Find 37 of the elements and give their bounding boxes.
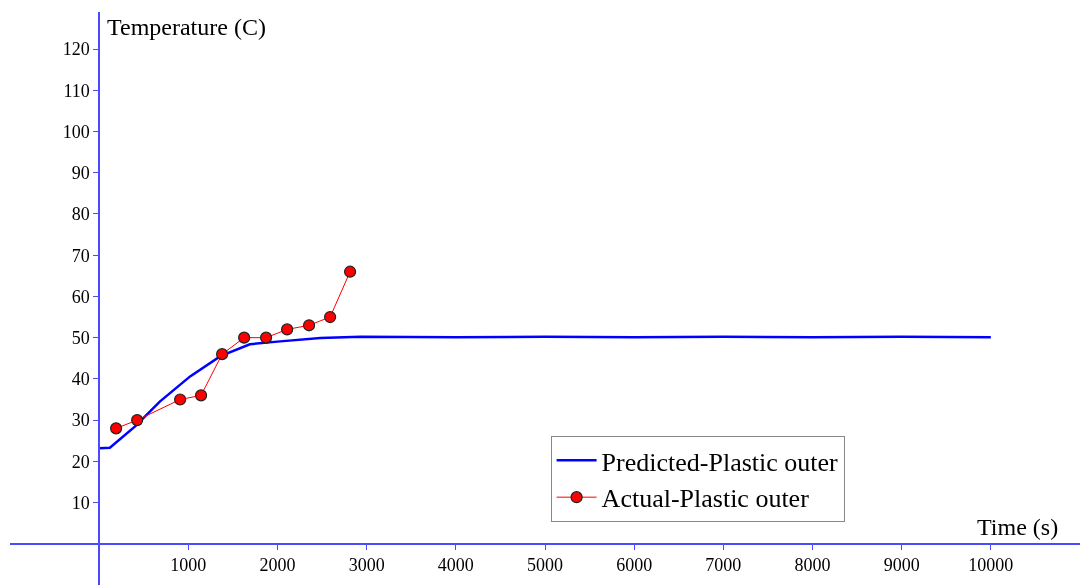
y-tick-label: 90 (71, 163, 90, 184)
y-tick-label: 100 (62, 121, 90, 142)
point (194, 389, 208, 402)
point (281, 323, 294, 336)
x-tick-label: 5000 (527, 555, 563, 576)
y-tick-label: 110 (63, 80, 90, 101)
x-axis-title: Time (s) (977, 514, 1059, 540)
x-tick-label: 6000 (616, 555, 653, 576)
x-tick-label: 4000 (437, 555, 474, 576)
y-tick-label: 80 (71, 204, 90, 225)
legend-label: Actual-Plastic outer (601, 484, 810, 514)
y-tick-label: 70 (71, 245, 90, 266)
y-tick-label: 60 (71, 286, 90, 307)
y-axis-title: Temperature (C) (107, 14, 266, 40)
x-tick-label: 9000 (883, 555, 920, 576)
legend-label: Predicted-Plastic outer (601, 447, 839, 477)
y-tick-label: 50 (71, 327, 90, 348)
x-tick-label: 1000 (170, 555, 207, 576)
point (324, 310, 337, 324)
point (238, 331, 251, 344)
point (302, 319, 316, 332)
y-tick-label: 10 (71, 492, 90, 513)
x-tick-label: 2000 (259, 555, 296, 576)
y-tick-label: 20 (71, 451, 90, 472)
y-tick-label: 40 (71, 369, 90, 390)
point (174, 393, 187, 406)
point (216, 348, 229, 361)
point (343, 265, 357, 278)
point (131, 414, 144, 427)
x-tick-label: 10000 (968, 555, 1014, 576)
point (259, 331, 273, 344)
x-tick-label: 7000 (705, 555, 742, 576)
x-tick-label: 3000 (348, 555, 385, 576)
y-tick-label: 30 (71, 410, 90, 431)
point (110, 422, 123, 435)
x-tick-label: 8000 (794, 555, 831, 576)
y-tick-label: 120 (62, 39, 90, 60)
